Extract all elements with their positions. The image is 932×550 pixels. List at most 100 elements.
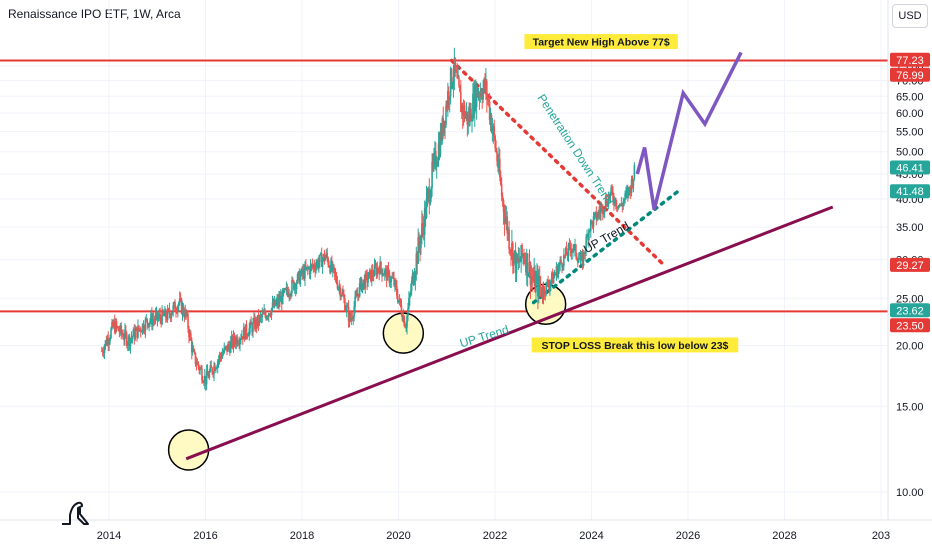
candle-body bbox=[484, 79, 486, 89]
candle-body bbox=[583, 252, 586, 254]
candle-body bbox=[296, 274, 299, 283]
candle-body bbox=[103, 346, 106, 354]
candle-body bbox=[339, 286, 342, 297]
candle-body bbox=[386, 268, 389, 281]
candle-body bbox=[499, 159, 501, 178]
candle-body bbox=[453, 57, 456, 78]
candle-body bbox=[125, 329, 127, 335]
candle-body bbox=[122, 334, 124, 339]
candle-body bbox=[383, 270, 386, 275]
candle-body bbox=[604, 199, 607, 210]
candle-body bbox=[627, 190, 629, 196]
candle-body bbox=[511, 242, 513, 253]
note-box bbox=[524, 34, 678, 50]
projection bbox=[635, 51, 743, 211]
candle-body bbox=[433, 155, 435, 165]
price-tag-label: 23.62 bbox=[896, 305, 924, 317]
candle-body bbox=[318, 262, 320, 268]
candle-body bbox=[145, 318, 148, 320]
candle-body bbox=[429, 198, 432, 205]
candle-body bbox=[507, 229, 509, 234]
candle-body bbox=[348, 313, 351, 322]
candle-body bbox=[607, 196, 610, 207]
candle-body bbox=[260, 316, 263, 318]
candle-body bbox=[408, 298, 410, 309]
candle-body bbox=[497, 161, 499, 168]
candle-body bbox=[357, 293, 360, 297]
candle-body bbox=[485, 81, 487, 89]
candle-body bbox=[400, 305, 403, 315]
candle-body bbox=[295, 282, 298, 290]
candle-body bbox=[451, 84, 454, 87]
candle-body bbox=[265, 315, 267, 320]
candle-body bbox=[334, 273, 337, 276]
candle-body bbox=[244, 324, 247, 340]
currency-button[interactable]: USD bbox=[892, 4, 928, 28]
candle-body bbox=[537, 276, 540, 297]
candle-body bbox=[123, 338, 125, 340]
candle-body bbox=[179, 298, 182, 300]
candle-body bbox=[437, 143, 440, 162]
candle-body bbox=[509, 249, 511, 252]
candle-body bbox=[190, 333, 192, 341]
candle-body bbox=[248, 327, 251, 336]
candle-body bbox=[322, 254, 325, 260]
candle-body bbox=[501, 196, 504, 201]
candle-body bbox=[547, 281, 549, 286]
candle-body bbox=[385, 269, 388, 281]
candle-body bbox=[568, 244, 571, 246]
candle-body bbox=[304, 265, 306, 279]
candle-body bbox=[199, 368, 201, 371]
price-tag-bg bbox=[890, 257, 930, 272]
candle-body bbox=[235, 337, 238, 345]
candle-body bbox=[602, 205, 604, 214]
candle-body bbox=[350, 317, 353, 321]
candle-body bbox=[460, 91, 462, 113]
candle-body bbox=[378, 269, 380, 275]
candle-body bbox=[506, 216, 509, 234]
candle-body bbox=[537, 274, 539, 297]
candle-body bbox=[231, 336, 234, 347]
candle-body bbox=[289, 294, 291, 296]
candle-body bbox=[139, 328, 142, 332]
price-tag-bg bbox=[890, 160, 930, 175]
candle-body bbox=[516, 254, 519, 262]
candle-body bbox=[178, 298, 181, 303]
candle-body bbox=[151, 313, 153, 326]
candle-body bbox=[134, 330, 136, 340]
candle-body bbox=[468, 114, 471, 122]
candle-body bbox=[204, 375, 207, 385]
candle-body bbox=[325, 252, 328, 257]
candle-body bbox=[445, 105, 447, 126]
candle-body bbox=[321, 259, 324, 267]
candle-body bbox=[271, 302, 274, 309]
y-tick-label: 65.00 bbox=[896, 91, 924, 103]
candle-body bbox=[466, 111, 469, 125]
candle-body bbox=[262, 313, 265, 315]
candle-body bbox=[478, 94, 481, 97]
candle-body bbox=[542, 287, 545, 299]
candle-body bbox=[482, 88, 484, 100]
candle-body bbox=[319, 253, 322, 255]
candle-body bbox=[239, 339, 241, 345]
candle-body bbox=[502, 200, 505, 213]
candle-body bbox=[232, 335, 235, 347]
candle-body bbox=[164, 309, 167, 318]
candle-body bbox=[558, 264, 561, 269]
candle-body bbox=[503, 212, 506, 223]
candle-body bbox=[149, 320, 151, 324]
candle-body bbox=[245, 324, 248, 335]
candle-body bbox=[315, 265, 317, 271]
candle-body bbox=[229, 346, 231, 353]
candle-body bbox=[436, 161, 439, 166]
price-tag-bg bbox=[890, 303, 930, 318]
candle-body bbox=[603, 209, 606, 213]
candle-body bbox=[228, 344, 230, 347]
candle-body bbox=[242, 327, 245, 340]
candle-body bbox=[621, 205, 624, 207]
candle-body bbox=[442, 118, 445, 134]
candle-body bbox=[427, 188, 430, 193]
candle-body bbox=[291, 280, 293, 293]
candle-body bbox=[305, 265, 307, 269]
